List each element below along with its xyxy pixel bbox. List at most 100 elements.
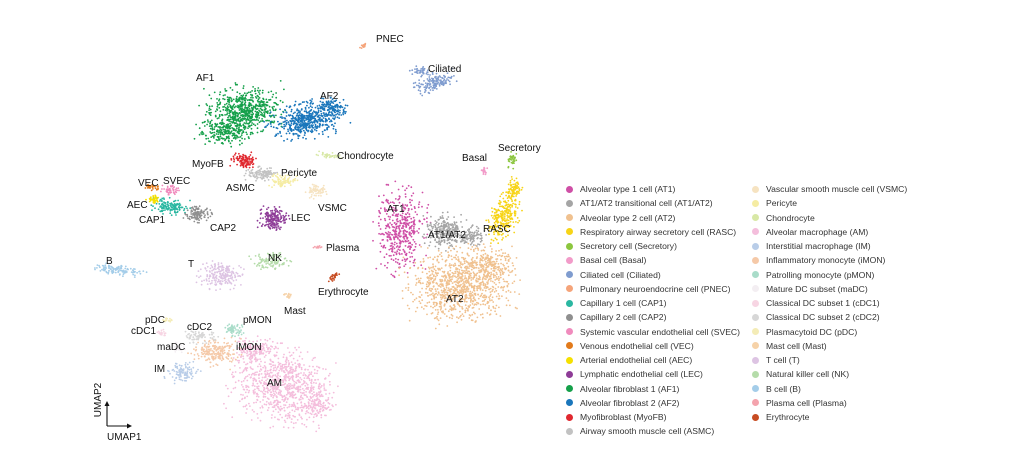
cell-point	[440, 235, 442, 238]
cell-point	[465, 297, 467, 300]
cell-point	[245, 169, 248, 172]
cell-point	[327, 106, 330, 109]
cell-point	[309, 105, 312, 108]
cell-point	[489, 295, 492, 297]
cell-point	[429, 229, 431, 232]
cell-point	[456, 235, 458, 237]
cell-point	[246, 157, 249, 160]
cell-point	[476, 301, 478, 304]
cell-point	[418, 244, 421, 246]
cell-point	[405, 235, 408, 238]
cell-point	[431, 312, 434, 314]
cell-point	[284, 108, 286, 111]
cell-point	[317, 108, 320, 110]
cell-point	[332, 127, 335, 130]
cell-point	[233, 158, 236, 161]
cell-point	[233, 134, 236, 137]
cell-point	[320, 114, 323, 117]
cell-point	[217, 133, 220, 136]
cell-point	[362, 45, 365, 48]
cell-point	[408, 307, 411, 310]
cell-point	[388, 226, 391, 229]
cell-point	[245, 159, 248, 162]
cell-point	[419, 281, 422, 284]
cell-point	[311, 106, 313, 109]
cluster-basal	[480, 166, 489, 176]
cell-point	[250, 162, 252, 165]
cell-point	[320, 118, 323, 121]
cell-point	[239, 160, 242, 163]
cell-point	[276, 222, 278, 225]
cell-point	[248, 102, 251, 105]
cell-point	[186, 207, 188, 210]
cell-point	[237, 106, 240, 109]
cell-point	[458, 281, 461, 283]
cell-point	[316, 120, 319, 123]
cell-point	[448, 280, 451, 283]
cell-point	[460, 283, 462, 286]
cell-point	[311, 117, 314, 120]
cell-point	[314, 115, 316, 118]
cell-point	[269, 120, 272, 123]
cell-point	[411, 255, 414, 258]
cell-point	[378, 232, 380, 235]
cell-point	[490, 250, 493, 253]
cell-point	[426, 225, 429, 228]
cell-point	[463, 236, 465, 239]
cell-point	[449, 228, 452, 230]
cell-point	[434, 271, 437, 274]
cell-point	[198, 133, 201, 136]
cell-point	[290, 124, 292, 126]
cell-point	[322, 184, 325, 187]
cell-point	[334, 132, 337, 135]
cell-point	[345, 110, 347, 113]
cell-point	[454, 275, 456, 278]
cell-point	[483, 259, 486, 261]
cell-point	[220, 142, 223, 145]
cell-point	[460, 314, 462, 317]
cell-point	[194, 213, 197, 216]
cell-point	[259, 107, 262, 110]
cell-point	[444, 297, 447, 300]
cell-point	[177, 199, 180, 202]
cell-point	[444, 279, 446, 282]
cell-point	[209, 108, 212, 111]
cell-point	[441, 296, 444, 298]
cell-point	[490, 309, 492, 312]
cell-point	[454, 287, 456, 290]
cell-point	[267, 179, 270, 181]
cell-point	[397, 226, 400, 228]
cell-point	[467, 309, 469, 312]
cell-point	[289, 129, 292, 131]
cell-point	[498, 249, 500, 252]
cell-point	[236, 91, 239, 94]
cell-point	[448, 246, 450, 249]
cell-point	[438, 222, 440, 225]
cell-point	[406, 240, 408, 243]
cell-point	[280, 113, 283, 116]
cell-point	[417, 281, 420, 284]
cell-point	[465, 279, 468, 282]
cell-point	[453, 232, 456, 234]
cell-point	[457, 259, 459, 261]
cell-point	[470, 284, 473, 287]
cell-point	[476, 316, 479, 319]
cell-point	[440, 251, 443, 254]
cell-point	[225, 137, 228, 140]
cell-point	[499, 215, 502, 218]
cell-point	[466, 237, 468, 240]
cell-point	[497, 254, 499, 257]
cell-point	[307, 129, 310, 132]
cell-point	[440, 222, 443, 225]
cell-point	[455, 293, 458, 296]
cell-point	[308, 125, 311, 127]
cell-point	[401, 253, 403, 255]
cell-point	[466, 252, 469, 255]
cell-point	[464, 311, 467, 314]
cell-point	[300, 130, 303, 133]
cell-point	[415, 243, 417, 245]
cell-point	[469, 243, 472, 246]
cluster-at1	[372, 180, 432, 279]
cell-point	[446, 218, 448, 221]
cell-point	[249, 124, 251, 127]
